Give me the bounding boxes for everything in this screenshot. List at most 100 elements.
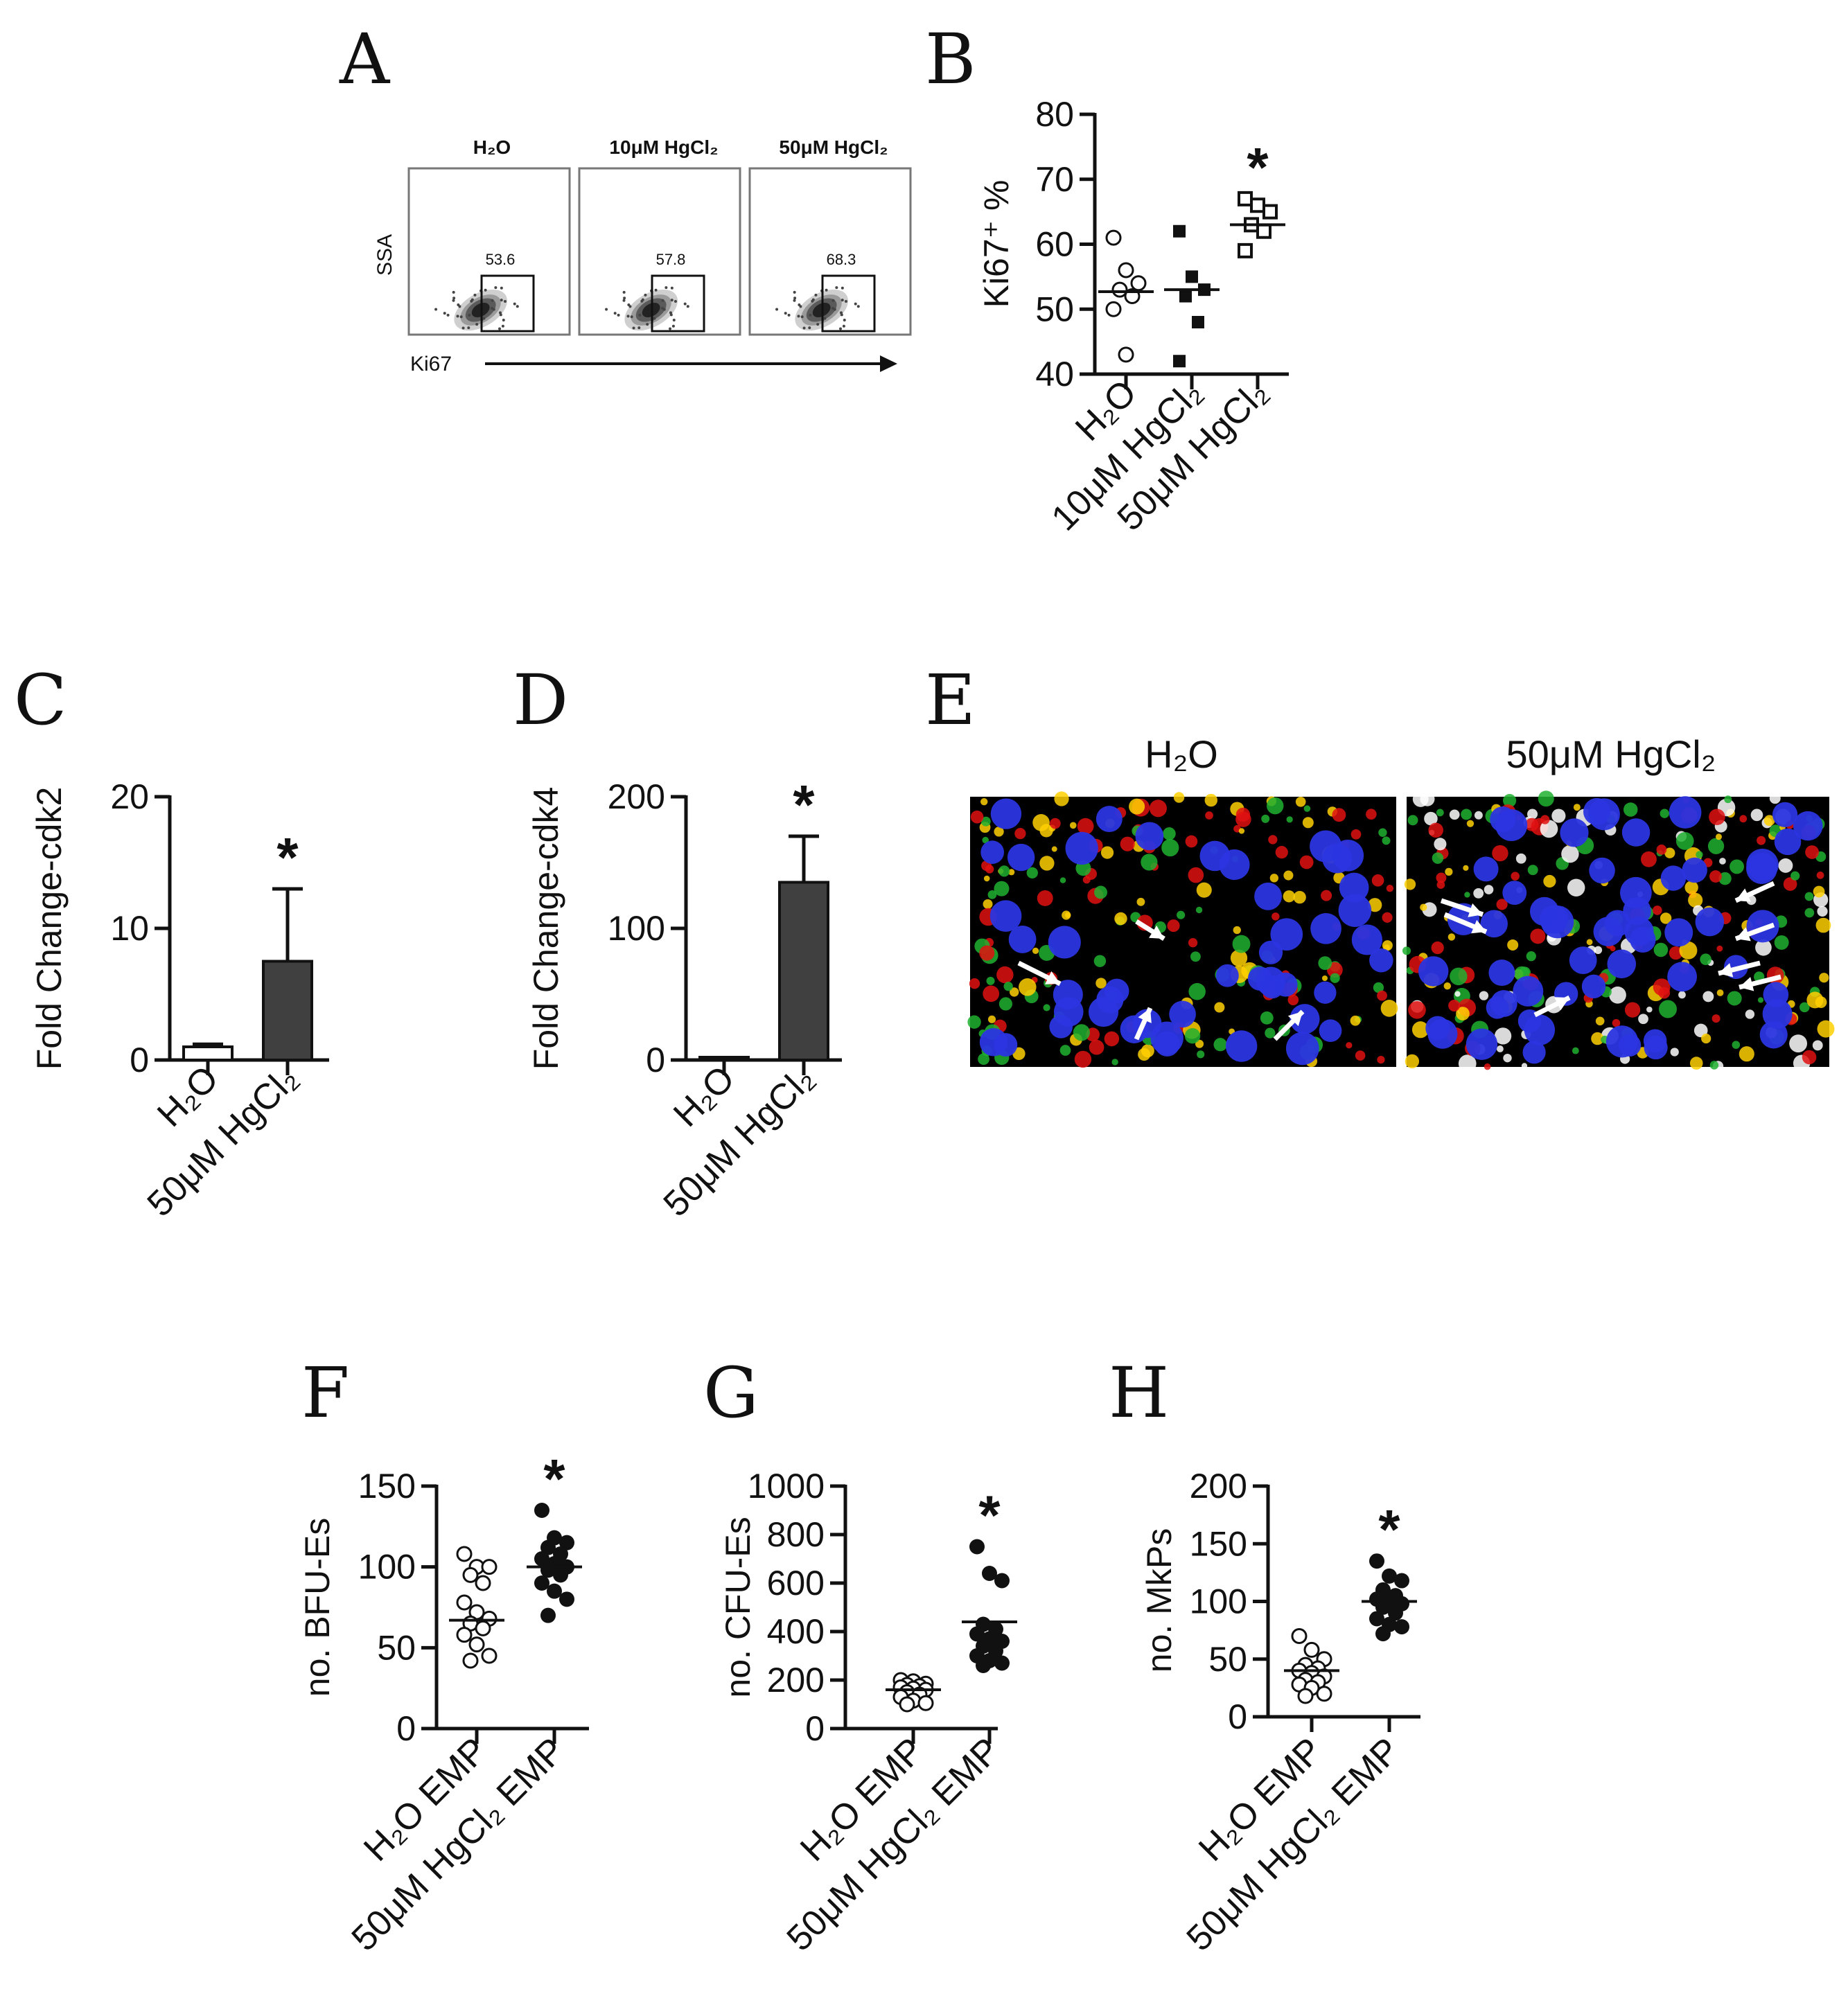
micrograph-stain — [1238, 828, 1245, 834]
micrograph-stain — [1458, 1054, 1477, 1073]
micrograph-nucleus — [1774, 828, 1802, 856]
micrograph-stain — [1679, 941, 1698, 960]
facs-event-dot — [501, 324, 504, 328]
micrograph-stain — [1526, 951, 1536, 962]
micrograph-stain — [1037, 890, 1053, 906]
arrow-head — [1468, 903, 1483, 917]
y-tick-label-g: 0 — [805, 1709, 825, 1748]
micrograph-stain — [1408, 1000, 1426, 1019]
facs-event-dot — [452, 299, 455, 302]
facs-event-dot — [605, 308, 608, 311]
micrograph-stain — [1526, 809, 1538, 820]
data-point-b — [1173, 224, 1186, 238]
facs-event-dot — [653, 317, 656, 320]
micrograph-stain — [1350, 1015, 1361, 1026]
facs-event-dot — [500, 299, 503, 302]
micrograph-nucleus — [1053, 997, 1084, 1027]
micrograph-stain — [1436, 872, 1447, 883]
micrograph-stain — [1190, 951, 1201, 962]
micrograph-stain — [1062, 910, 1071, 920]
micrograph-stain — [1693, 1023, 1708, 1038]
panel-label-b: B — [925, 19, 976, 100]
data-point-h — [1297, 1688, 1314, 1704]
y-tick-label-b: 80 — [1035, 95, 1074, 134]
micrograph-stain — [1032, 814, 1050, 831]
micrograph-nucleus — [1339, 872, 1369, 903]
facs-event-dot — [833, 308, 836, 311]
micrograph-stain — [1727, 991, 1742, 1006]
micrograph-stain — [1432, 852, 1444, 864]
facs-event-dot — [456, 315, 459, 318]
y-tick-label-h: 0 — [1228, 1697, 1247, 1736]
micrograph-stain — [1260, 1011, 1274, 1025]
micrograph-stain — [1805, 845, 1819, 859]
facs-event-dot — [802, 326, 806, 330]
facs-event-dot — [470, 298, 474, 301]
data-point-g — [969, 1539, 985, 1555]
y-axis-label-b: Ki67⁺ % — [977, 180, 1016, 308]
micrograph-stain — [1283, 890, 1295, 903]
micrograph-stain — [1503, 794, 1517, 808]
data-point-g — [899, 1696, 915, 1713]
micrograph-nucleus — [1607, 949, 1637, 979]
micrograph-nucleus — [1065, 831, 1098, 865]
micrograph-stain — [983, 875, 990, 882]
significance-star-d: * — [793, 774, 815, 836]
micrograph-stain — [1436, 809, 1444, 817]
micrograph-stain — [1449, 809, 1460, 820]
data-point-h — [1394, 1619, 1409, 1635]
micrograph-stain — [970, 810, 984, 824]
facs-event-dot — [622, 299, 626, 302]
micrograph-stain — [1653, 942, 1669, 957]
micrograph-stain — [1540, 815, 1550, 824]
y-tick-label-c: 0 — [130, 1041, 149, 1079]
facs-event-dot — [839, 327, 842, 330]
micrograph-stain — [1461, 809, 1472, 820]
micrograph-stain — [1378, 828, 1387, 837]
data-point-b — [1256, 223, 1271, 239]
data-point-f — [540, 1539, 556, 1555]
micrograph-stain — [1789, 1034, 1808, 1053]
micrograph-stain — [1561, 845, 1579, 863]
data-point-b — [1105, 229, 1122, 246]
facs-title-3: 50μM HgCl₂ — [779, 136, 888, 158]
micrograph-stain — [1659, 1000, 1677, 1018]
facs-event-dot — [452, 290, 455, 294]
micrograph-nucleus — [1502, 881, 1527, 906]
micrograph-stain — [1268, 835, 1278, 845]
micrograph-nucleus — [1624, 917, 1654, 946]
facs-event-dot — [494, 286, 498, 290]
micrograph-stain — [1043, 1004, 1050, 1012]
micrograph-stain — [1739, 1046, 1754, 1062]
micrograph-stain — [1660, 809, 1669, 818]
micrograph-stain — [998, 865, 1010, 877]
significance-star-c: * — [276, 827, 299, 888]
micrograph-stain — [1543, 874, 1556, 888]
facs-gate-value-1: 53.6 — [486, 251, 516, 268]
micrograph-nucleus — [1669, 796, 1702, 829]
facs-gate-2 — [651, 274, 705, 333]
facs-event-dot — [856, 305, 860, 308]
micrograph-stain — [1774, 935, 1789, 950]
micrograph-stain — [1573, 804, 1581, 811]
micrograph-stain — [1445, 867, 1453, 876]
micrograph-nucleus — [1466, 1028, 1498, 1060]
micrograph-stain — [1652, 906, 1662, 915]
micrograph-stain — [1136, 897, 1145, 906]
micrograph-nucleus — [1310, 830, 1342, 863]
facs-event-dot — [446, 313, 450, 317]
facs-gate-value-3: 68.3 — [827, 251, 856, 268]
micrograph-stain — [1724, 795, 1732, 804]
micrograph-stain — [1111, 1059, 1118, 1066]
micrograph-nucleus — [994, 1033, 1018, 1057]
micrograph-nucleus — [1490, 990, 1517, 1017]
data-point-f — [534, 1503, 549, 1518]
data-point-f — [475, 1575, 491, 1591]
micrograph-stain — [1802, 1050, 1817, 1065]
micrograph-stain — [1138, 1048, 1151, 1061]
data-point-h — [1303, 1641, 1320, 1658]
micrograph-stain — [1689, 1057, 1703, 1070]
micrograph-stain — [1815, 917, 1831, 933]
micrograph-stain — [983, 985, 1000, 1002]
micrograph-nucleus — [1369, 948, 1393, 973]
